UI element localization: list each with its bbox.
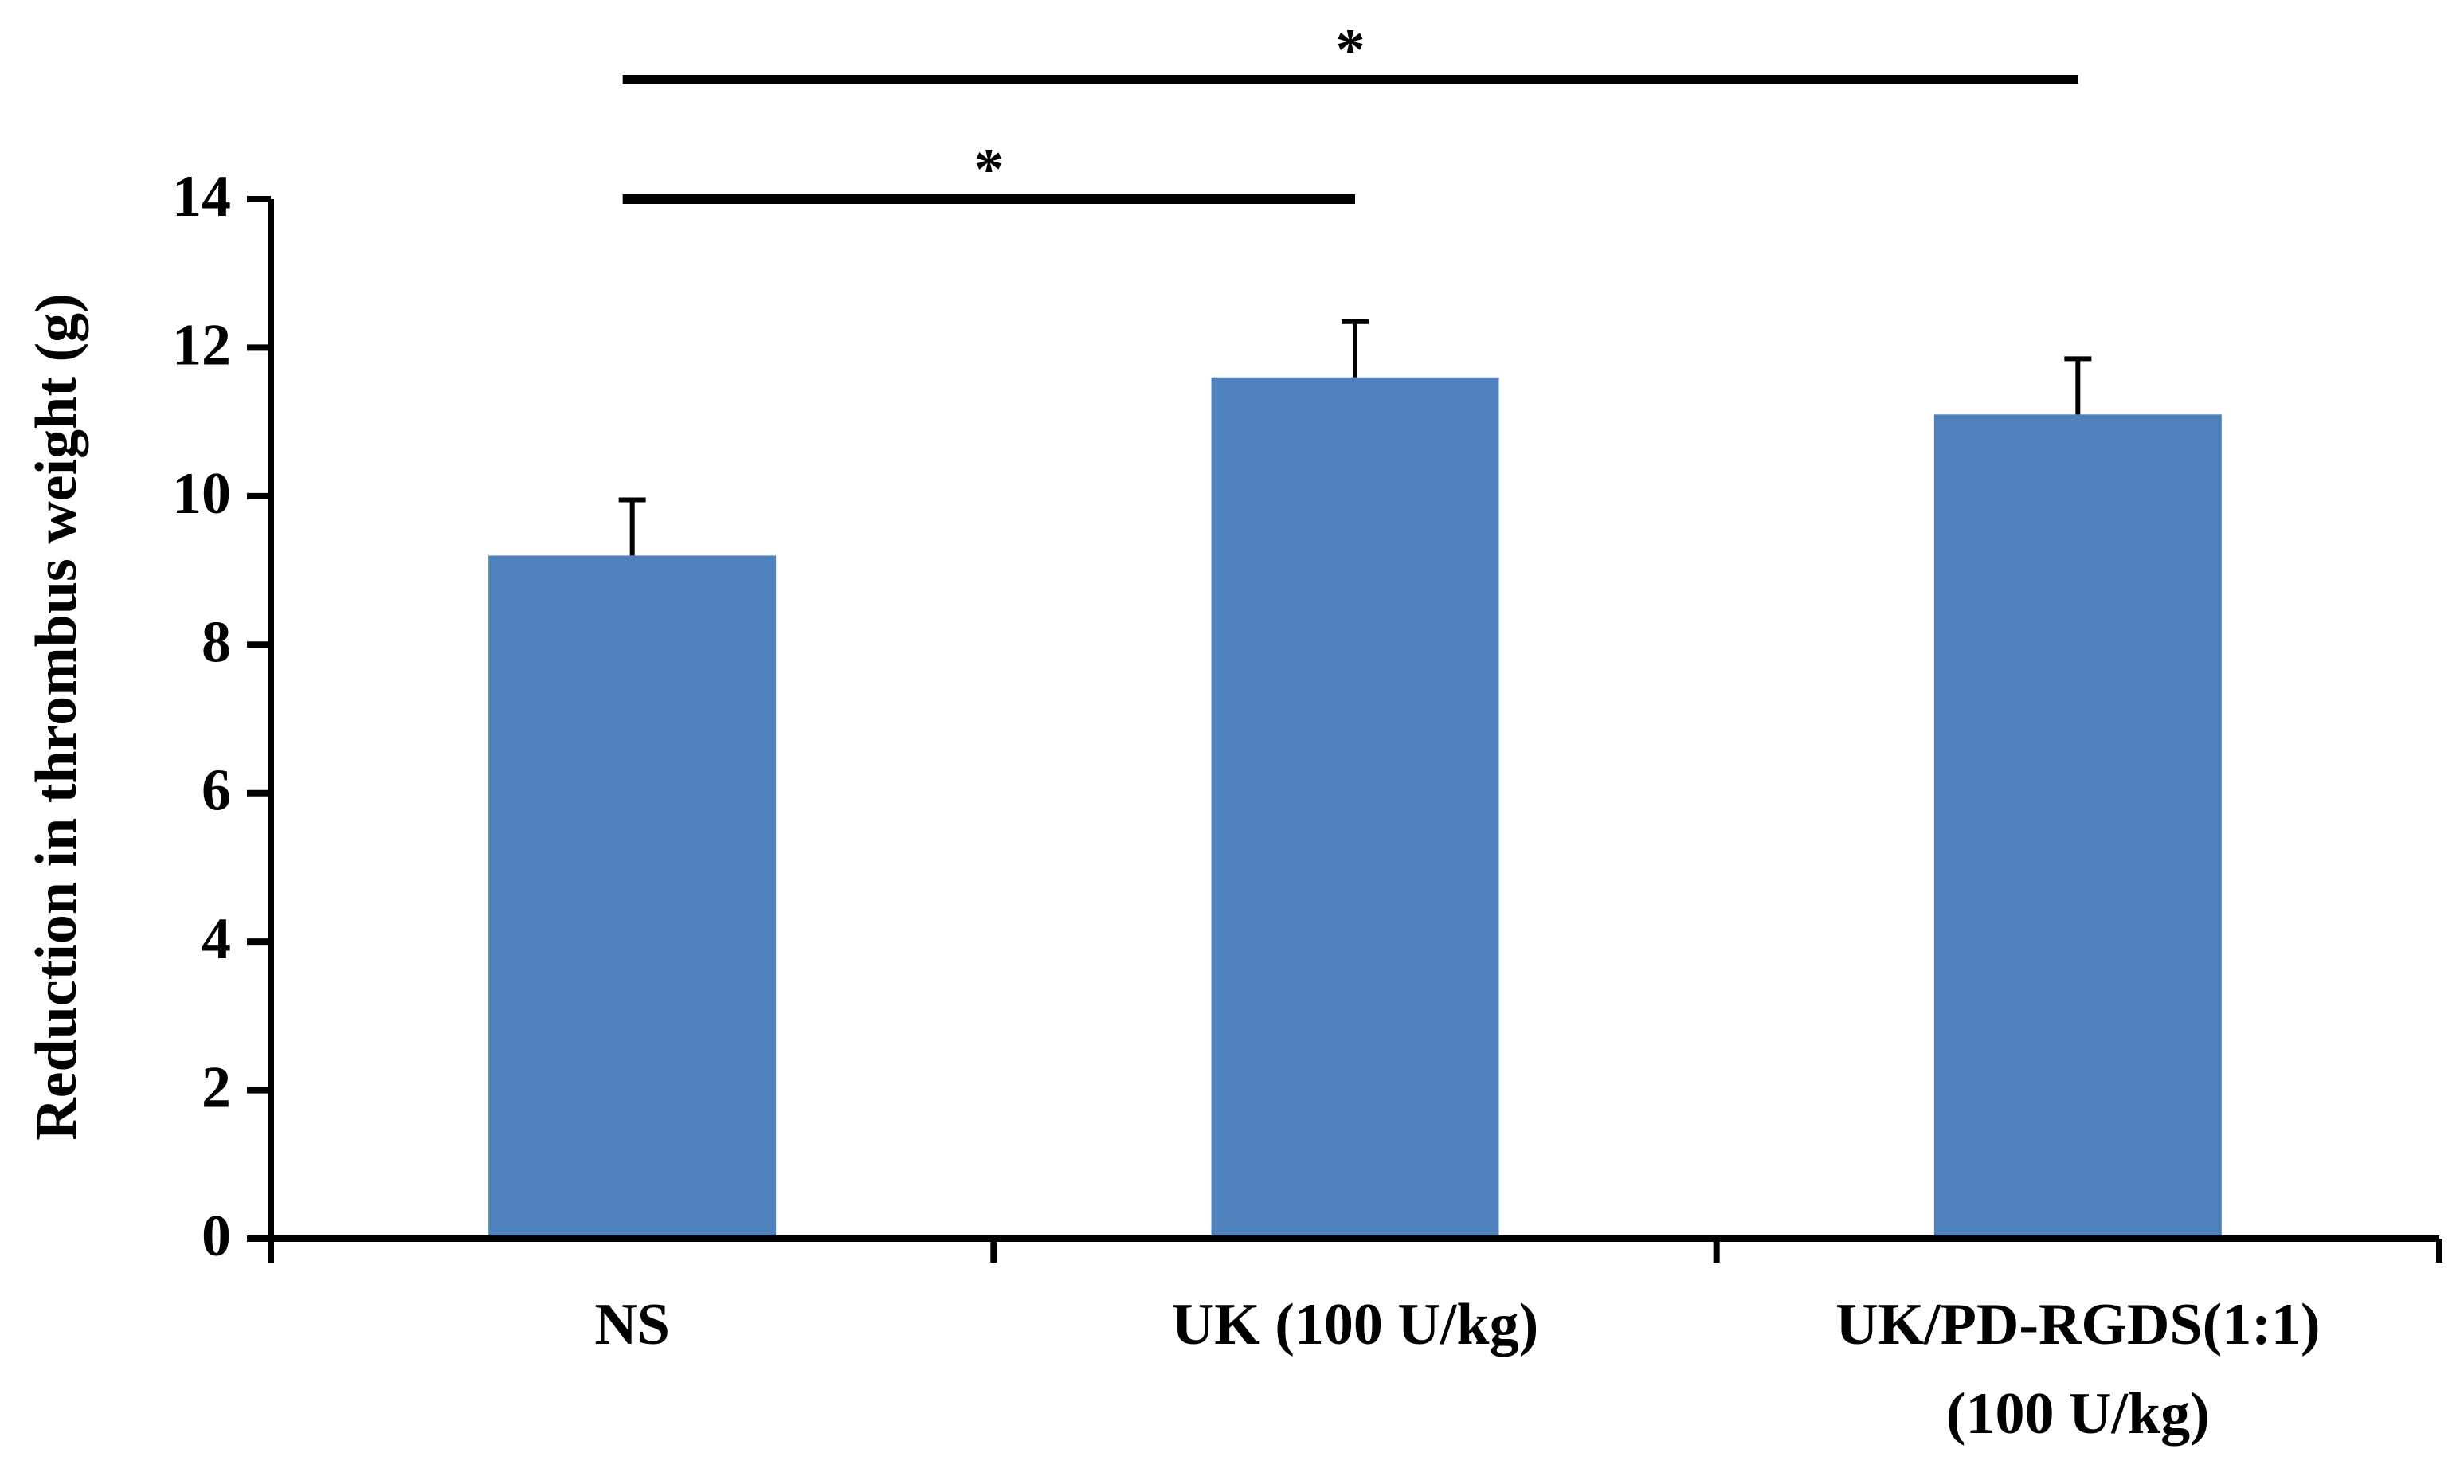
y-tick-label: 14 [172, 164, 231, 229]
error-bar [618, 497, 646, 556]
y-axis-label: Reduction in thrombus weight (g) [24, 293, 89, 1141]
x-tick-label: UK (100 U/kg) [1172, 1292, 1538, 1357]
y-tick-label: 2 [202, 1055, 231, 1121]
y-tick-label: 8 [202, 609, 231, 675]
y-tick-label: 6 [202, 758, 231, 824]
x-tick-label: (100 U/kg) [1946, 1381, 2210, 1447]
y-tick-label: 12 [172, 312, 231, 378]
bar [1933, 414, 2222, 1239]
y-tick-label: 0 [202, 1204, 231, 1269]
error-bar [2064, 356, 2092, 415]
significance-label: * [974, 137, 1004, 202]
error-bar [1342, 319, 1369, 378]
significance-label: * [1336, 18, 1365, 83]
bar [488, 555, 777, 1239]
y-tick-label: 10 [172, 461, 231, 527]
x-tick-label: UK/PD-RGDS(1:1) [1835, 1292, 2320, 1357]
y-tick-label: 4 [202, 906, 231, 972]
x-tick-label: NS [594, 1292, 670, 1357]
bar [1211, 377, 1499, 1239]
